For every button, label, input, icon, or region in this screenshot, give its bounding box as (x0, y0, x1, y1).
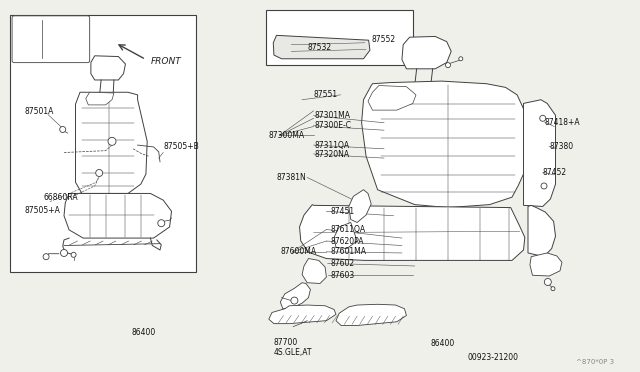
Text: 87452: 87452 (543, 168, 567, 177)
Text: 87451: 87451 (330, 207, 355, 216)
Circle shape (540, 115, 546, 121)
Text: 87600MA: 87600MA (280, 247, 316, 256)
Text: 87505+A: 87505+A (24, 206, 60, 215)
Text: 87311QA: 87311QA (315, 141, 350, 150)
Text: 66860RA: 66860RA (44, 193, 78, 202)
Polygon shape (524, 100, 556, 206)
Text: 87601MA: 87601MA (330, 247, 366, 256)
FancyBboxPatch shape (12, 16, 90, 62)
Text: 87551: 87551 (314, 90, 338, 99)
Polygon shape (362, 81, 525, 208)
Text: 87552: 87552 (371, 35, 396, 44)
Circle shape (459, 57, 463, 61)
Polygon shape (273, 35, 370, 59)
Polygon shape (86, 92, 114, 105)
Polygon shape (64, 193, 172, 238)
Polygon shape (19, 24, 38, 35)
Circle shape (545, 279, 551, 285)
Polygon shape (336, 304, 406, 326)
Bar (10, 15, 196, 272)
Text: 87418+A: 87418+A (545, 118, 580, 126)
Text: 87380: 87380 (549, 142, 573, 151)
Text: 87532: 87532 (307, 43, 332, 52)
Polygon shape (269, 305, 336, 324)
Text: 87381N: 87381N (276, 173, 306, 182)
Polygon shape (334, 222, 357, 248)
Circle shape (61, 250, 67, 256)
Circle shape (96, 170, 102, 176)
Polygon shape (91, 56, 125, 80)
Text: 00923-21200: 00923-21200 (467, 353, 518, 362)
Polygon shape (300, 205, 525, 260)
Polygon shape (530, 253, 562, 276)
Text: ^870*0P 3: ^870*0P 3 (576, 359, 614, 365)
Circle shape (60, 126, 66, 132)
Bar (266, 10, 413, 65)
Circle shape (291, 297, 298, 304)
Text: 87611QA: 87611QA (330, 225, 365, 234)
Circle shape (158, 220, 164, 227)
Text: 87620PA: 87620PA (330, 237, 364, 246)
Circle shape (71, 252, 76, 257)
Polygon shape (302, 259, 326, 283)
Text: 87300MA: 87300MA (269, 131, 305, 140)
Polygon shape (349, 190, 371, 222)
Circle shape (108, 137, 116, 145)
Polygon shape (368, 86, 416, 110)
Text: 86400: 86400 (431, 339, 455, 348)
Text: 87700: 87700 (273, 338, 298, 347)
Polygon shape (280, 283, 310, 309)
Circle shape (541, 183, 547, 189)
Polygon shape (76, 92, 147, 193)
Circle shape (43, 254, 49, 260)
Text: 87501A: 87501A (24, 107, 54, 116)
Text: 87320NA: 87320NA (315, 150, 350, 158)
Text: 4S.GLE,AT: 4S.GLE,AT (273, 348, 312, 357)
Text: 87301MA: 87301MA (315, 111, 351, 120)
Circle shape (551, 287, 555, 291)
Text: FRONT: FRONT (150, 57, 181, 66)
Circle shape (445, 62, 451, 68)
Text: 87300E-C: 87300E-C (315, 121, 352, 130)
Text: 86400: 86400 (131, 328, 156, 337)
Text: 87505+B: 87505+B (163, 142, 199, 151)
Polygon shape (402, 36, 451, 69)
Text: 87603: 87603 (330, 271, 355, 280)
Polygon shape (528, 205, 556, 257)
Text: 87602: 87602 (330, 259, 355, 268)
